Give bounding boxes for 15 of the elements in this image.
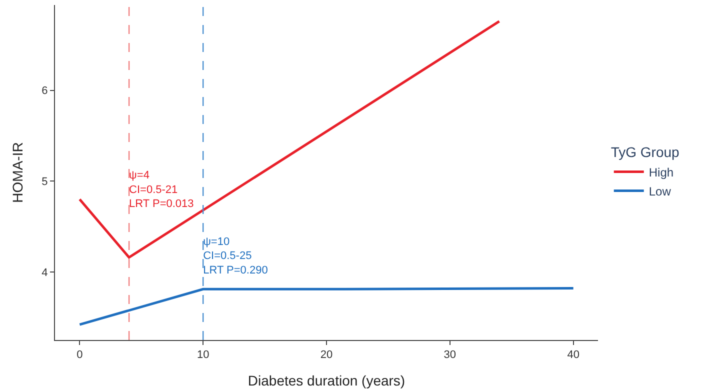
y-tick-label: 4 — [42, 266, 48, 279]
x-tick-label: 40 — [567, 349, 580, 362]
x-tick-label: 10 — [196, 349, 210, 362]
y-axis-title: HOMA-IR — [9, 142, 26, 203]
y-tick-label: 5 — [42, 176, 48, 188]
annotation: ψ=4 CI=0.5-21 LRT P=0.013 — [129, 170, 194, 210]
x-tick-label: 20 — [320, 349, 333, 362]
annotation: ψ=10 CI=0.5-25 LRT P=0.290 — [203, 236, 268, 277]
legend-label: Low — [648, 184, 672, 198]
x-tick-label: 30 — [444, 349, 456, 362]
y-tick-label: 6 — [42, 85, 48, 98]
legend-label: High — [648, 165, 674, 180]
x-axis-title: Diabetes duration (years) — [248, 372, 406, 388]
legend-title: TyG Group — [610, 144, 680, 160]
x-tick-label: 0 — [76, 349, 83, 362]
